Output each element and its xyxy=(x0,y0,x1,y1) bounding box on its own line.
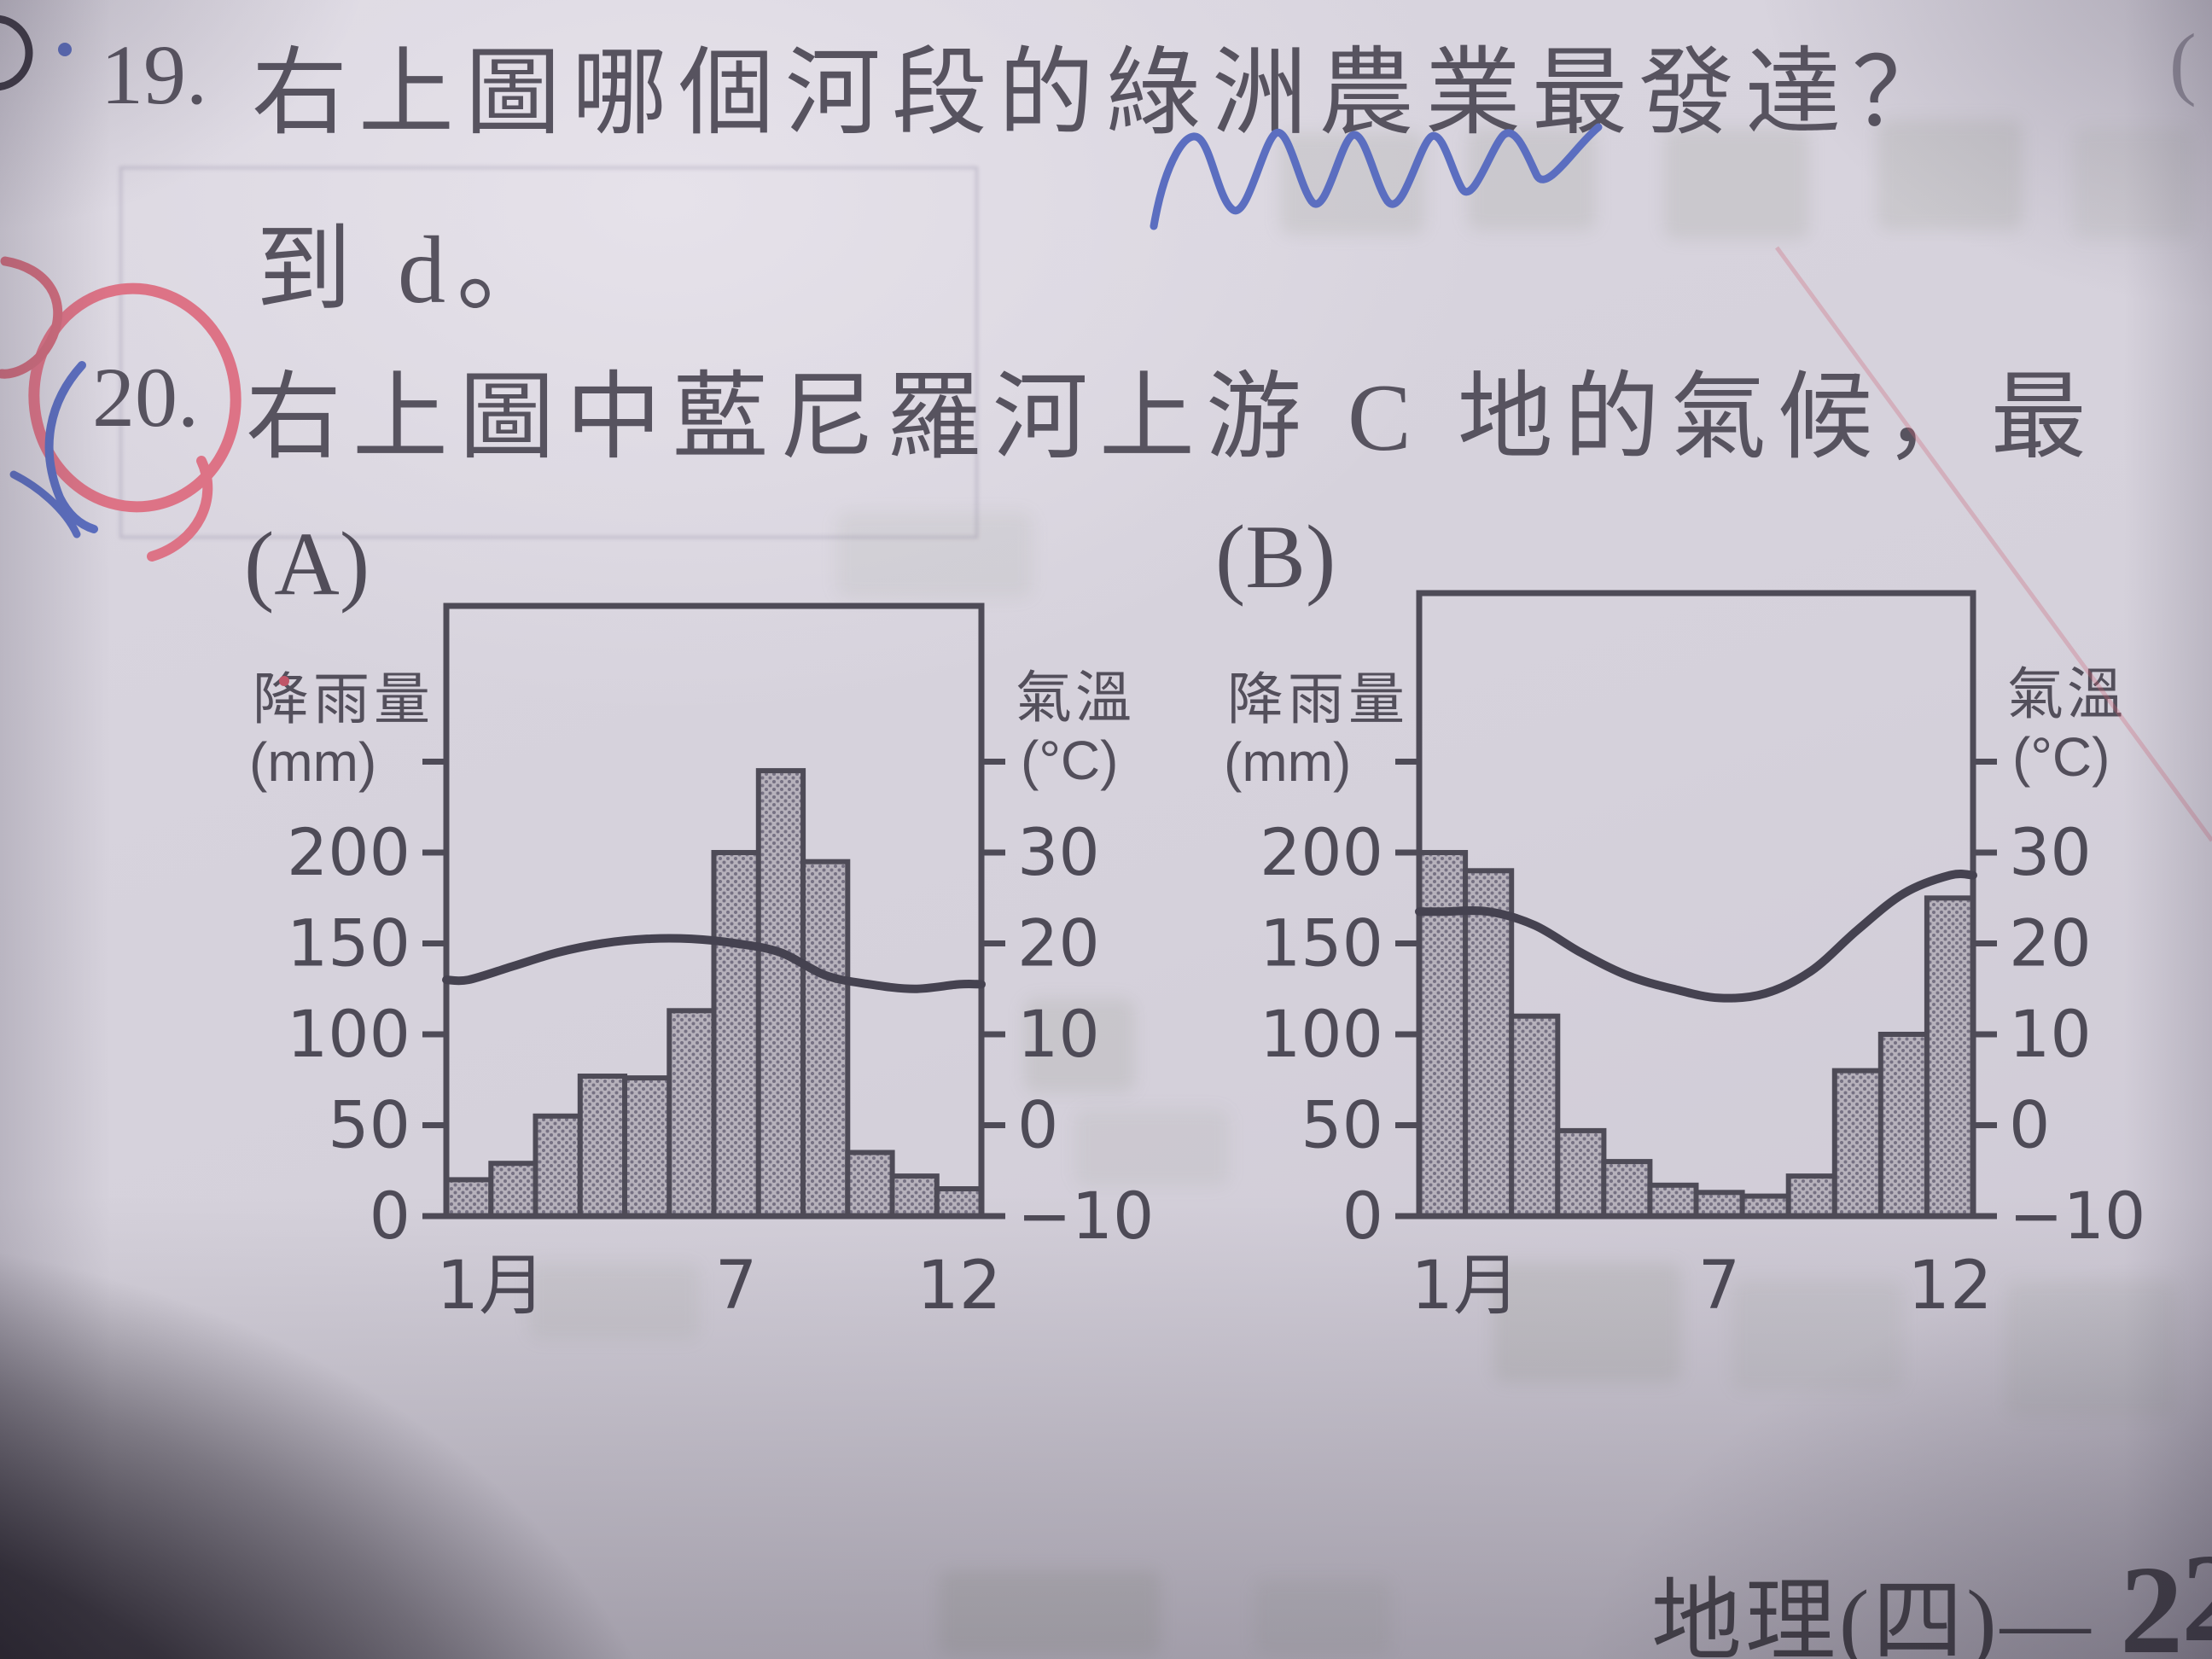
partial-circle-left-edge xyxy=(0,15,33,91)
blue-dot xyxy=(58,43,72,56)
red-margin-mark xyxy=(0,256,63,379)
blue-wavy-underline xyxy=(1150,123,1603,230)
faint-red-diagonal xyxy=(1774,246,2212,842)
red-dot xyxy=(279,676,289,686)
